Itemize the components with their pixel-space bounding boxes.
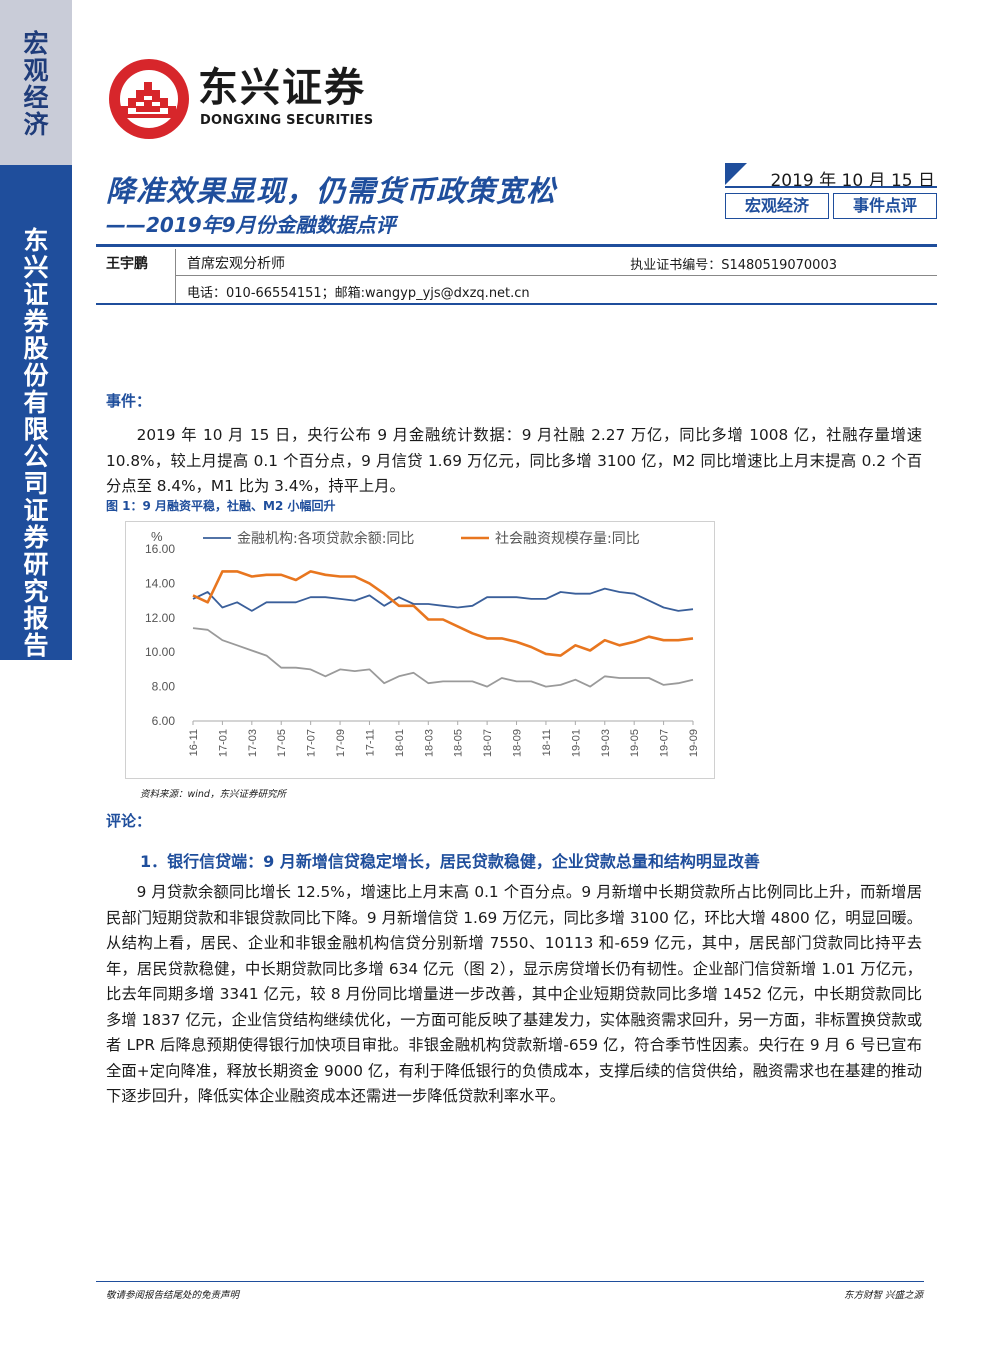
- sidebar-company-panel: 东兴证券股份有限公司证券研究报告: [0, 165, 72, 660]
- chart-axes: %16.00 14.00 12.00 10.00 8.00 6.00 16-11 17-01 1…: [145, 529, 700, 757]
- sidebar-category-panel: 宏观经济: [0, 0, 72, 165]
- author-contact: 电话：010-66554151；邮箱:wangyp_yjs@dxzq.net.c…: [187, 286, 530, 301]
- x-tick-label: 17-11: [364, 729, 376, 756]
- x-tick-label: 18-01: [394, 729, 406, 757]
- chart-frame: [125, 521, 715, 779]
- tag-event-review: 事件点评: [833, 193, 937, 219]
- x-tick-label: 18-11: [541, 729, 553, 756]
- sidebar-category-text: 宏观经济: [23, 29, 49, 139]
- figure-caption: 图 1：9 月融资平稳，社融、M2 小幅回升: [106, 499, 336, 513]
- x-tick-label: 17-07: [306, 729, 318, 757]
- loan-sfs-m2-chart: %16.00 14.00 12.00 10.00 8.00 6.00 16-11 17-01 1…: [125, 521, 715, 779]
- chart-legend: 金融机构:各项贷款余额:同比 社会融资规模存量:同比: [203, 530, 640, 547]
- author-role: 首席宏观分析师: [187, 256, 285, 272]
- x-tick-label: 17-01: [217, 729, 229, 757]
- author-cert: 执业证书编号：S1480519070003: [630, 258, 837, 273]
- x-tick-label: 18-09: [512, 729, 524, 757]
- footer-disclaimer: 敬请参阅报告结尾处的免责声明: [106, 1290, 240, 1301]
- y-axis-label: %: [151, 529, 163, 544]
- chart-lines: [192, 570, 694, 688]
- x-tick-label: 18-07: [482, 729, 494, 757]
- author-mid-divider: [175, 275, 937, 276]
- event-heading: 事件：: [106, 392, 152, 410]
- author-bottom-divider: [96, 303, 937, 305]
- x-tick-label: 17-05: [276, 729, 288, 757]
- footer-divider: [96, 1281, 924, 1282]
- sidebar-company-text: 东兴证券股份有限公司证券研究报告: [23, 226, 49, 660]
- comment-paragraph: 9 月贷款余额同比增长 12.5%，增速比上月末高 0.1 个百分点。9 月新增…: [106, 883, 922, 1105]
- footer-slogan: 东方财智 兴盛之源: [843, 1290, 923, 1301]
- author-column-divider: [175, 249, 176, 303]
- triangle-marker-icon: [725, 163, 747, 185]
- x-tick-label: 18-03: [423, 729, 435, 757]
- x-tick-label: 19-07: [659, 729, 671, 757]
- report-subtitle: ——2019年9月份金融数据点评: [106, 213, 396, 237]
- event-paragraph: 2019 年 10 月 15 日，央行公布 9 月金融统计数据：9 月社融 2.…: [106, 426, 922, 495]
- author-row-contact: 电话：010-66554151；邮箱:wangyp_yjs@dxzq.net.c…: [175, 277, 937, 303]
- brand-name-en: DONGXING SECURITIES: [200, 113, 374, 128]
- y-tick-label: 10.00: [145, 645, 175, 659]
- legend-label-0: 金融机构:各项贷款余额:同比: [237, 530, 414, 547]
- author-row-role: 首席宏观分析师 执业证书编号：S1480519070003: [175, 249, 937, 275]
- figure-source: 资料来源：wind，东兴证券研究所: [140, 789, 286, 800]
- series-line-1: [192, 570, 694, 657]
- y-tick-label: 6.00: [152, 714, 176, 728]
- author-top-divider: [96, 244, 937, 247]
- legend-label-1: 社会融资规模存量:同比: [495, 531, 640, 547]
- y-tick-label: 16.00: [145, 542, 175, 556]
- x-tick-label: 19-01: [570, 729, 582, 757]
- author-row-main: 王宇鹏: [96, 249, 937, 275]
- x-tick-label: 18-05: [453, 729, 465, 757]
- series-line-2: [192, 627, 694, 688]
- brand-name-cn: 东兴证券: [198, 65, 366, 111]
- date-tag-box: 2019 年 10 月 15 日 宏观经济 事件点评: [725, 163, 937, 221]
- x-tick-label: 19-03: [600, 729, 612, 757]
- date-divider: [725, 186, 937, 188]
- point-1-heading: 1．银行信贷端：9 月新增信贷稳定增长，居民贷款稳健，企业贷款总量和结构明显改善: [140, 852, 760, 871]
- series-line-0: [192, 587, 694, 612]
- report-title: 降准效果显现，仍需货币政策宽松: [106, 174, 557, 208]
- comment-heading: 评论：: [106, 812, 152, 830]
- x-tick-label: 16-11: [188, 729, 200, 756]
- y-tick-label: 14.00: [145, 576, 175, 590]
- y-tick-label: 8.00: [152, 680, 176, 694]
- x-tick-label: 17-09: [335, 729, 347, 757]
- dongxing-logo-icon: [109, 59, 189, 139]
- author-name: 王宇鹏: [106, 256, 148, 272]
- x-tick-label: 17-03: [247, 729, 259, 757]
- x-tick-label: 19-09: [688, 729, 700, 757]
- x-tick-label: 19-05: [629, 729, 641, 757]
- tag-macro: 宏观经济: [725, 193, 829, 219]
- y-tick-label: 12.00: [145, 611, 175, 625]
